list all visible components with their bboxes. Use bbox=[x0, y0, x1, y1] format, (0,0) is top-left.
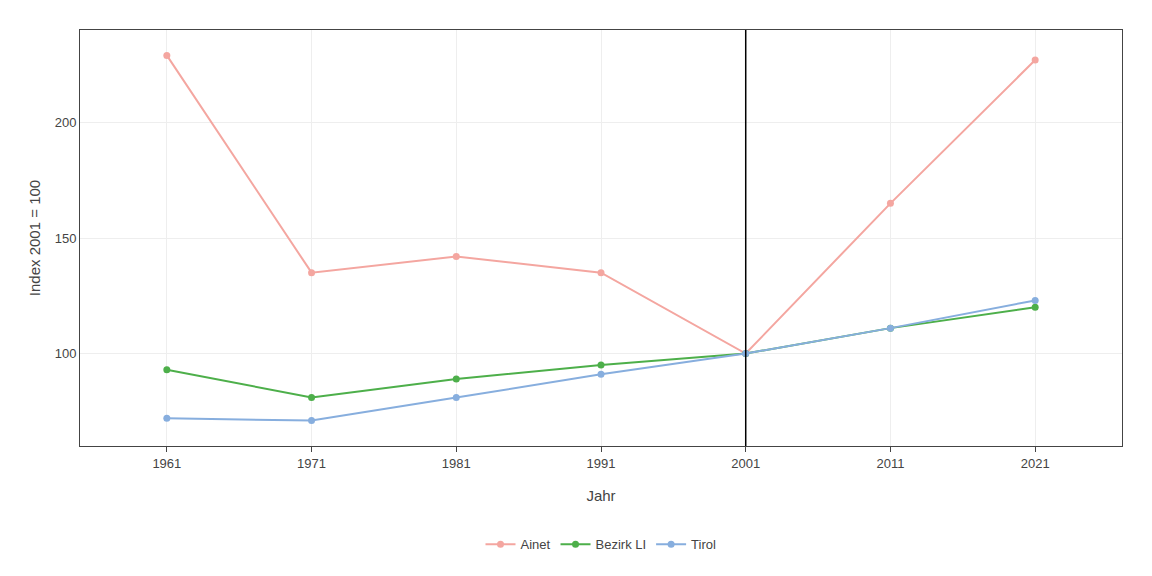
svg-text:Jahr: Jahr bbox=[586, 487, 615, 504]
svg-text:Index 2001 = 100: Index 2001 = 100 bbox=[26, 180, 43, 296]
svg-text:2021: 2021 bbox=[1021, 456, 1050, 471]
svg-text:100: 100 bbox=[55, 346, 77, 361]
svg-text:1961: 1961 bbox=[152, 456, 181, 471]
svg-text:Bezirk LI: Bezirk LI bbox=[596, 537, 647, 552]
svg-text:Tirol: Tirol bbox=[691, 537, 716, 552]
svg-text:2001: 2001 bbox=[731, 456, 760, 471]
svg-text:200: 200 bbox=[55, 115, 77, 130]
svg-text:Ainet: Ainet bbox=[521, 537, 551, 552]
svg-text:2011: 2011 bbox=[876, 456, 904, 471]
svg-text:1971: 1971 bbox=[297, 456, 326, 471]
svg-text:1991: 1991 bbox=[587, 456, 616, 471]
svg-text:1981: 1981 bbox=[442, 456, 471, 471]
svg-text:150: 150 bbox=[55, 231, 77, 246]
